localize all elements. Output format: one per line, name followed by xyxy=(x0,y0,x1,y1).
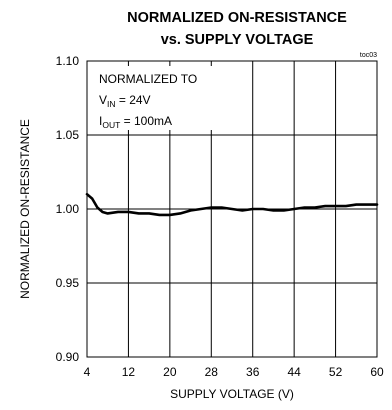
annotation-line3-rest: = 100mA xyxy=(120,114,172,128)
series-line xyxy=(85,192,379,217)
x-tick-label: 4 xyxy=(84,365,91,379)
y-tick-labels: 0.90 0.95 1.00 1.05 1.10 xyxy=(56,54,80,364)
x-tick-label: 28 xyxy=(205,365,219,379)
y-tick-label: 1.05 xyxy=(56,128,80,142)
x-tick-labels: 4 12 20 28 36 44 52 60 xyxy=(84,365,384,379)
chart-title-line2: vs. SUPPLY VOLTAGE xyxy=(161,32,314,48)
x-tick-label: 44 xyxy=(287,365,301,379)
annotation-line2: VIN = 24V xyxy=(99,93,151,109)
chart-title-line1: NORMALIZED ON-RESISTANCE xyxy=(127,10,347,26)
annotation-box: NORMALIZED TO VIN = 24V IOUT = 100mA xyxy=(93,66,219,130)
y-axis-label: NORMALIZED ON-RESISTANCE xyxy=(18,119,32,299)
annotation-background xyxy=(93,66,219,130)
y-tick-label: 1.10 xyxy=(56,54,80,68)
annotation-line3-main: I xyxy=(99,114,102,128)
annotation-line3-sub: OUT xyxy=(102,120,120,130)
y-tick-label: 1.00 xyxy=(56,202,80,216)
x-tick-label: 12 xyxy=(122,365,136,379)
annotation-line2-main: V xyxy=(99,93,107,107)
x-axis-label: SUPPLY VOLTAGE (V) xyxy=(170,387,294,401)
annotation-line1: NORMALIZED TO xyxy=(99,72,197,86)
x-tick-label: 20 xyxy=(163,365,177,379)
x-tick-label: 36 xyxy=(246,365,260,379)
y-tick-label: 0.95 xyxy=(56,276,80,290)
annotation-line3: IOUT = 100mA xyxy=(99,114,172,130)
annotation-line2-sub: IN xyxy=(107,99,116,109)
y-tick-label: 0.90 xyxy=(56,350,80,364)
x-tick-label: 60 xyxy=(370,365,384,379)
x-tick-label: 52 xyxy=(329,365,343,379)
annotation-line2-rest: = 24V xyxy=(116,93,151,107)
figure-code: toc03 xyxy=(360,52,377,59)
plot-frame xyxy=(86,60,378,358)
